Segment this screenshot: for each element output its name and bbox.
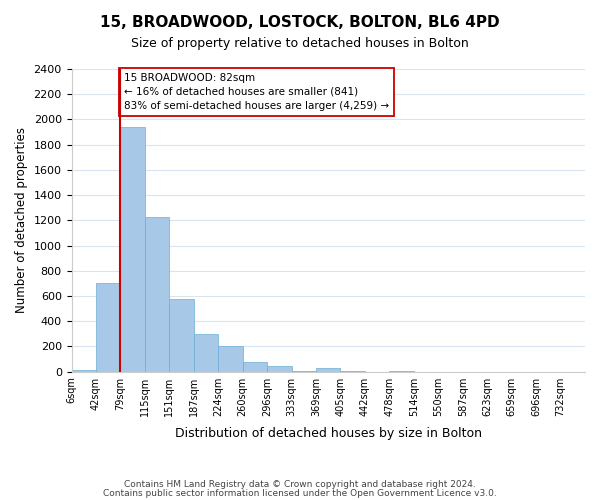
Bar xyxy=(267,366,292,372)
Bar xyxy=(96,284,121,372)
Y-axis label: Number of detached properties: Number of detached properties xyxy=(15,128,28,314)
Text: 15 BROADWOOD: 82sqm
← 16% of detached houses are smaller (841)
83% of semi-detac: 15 BROADWOOD: 82sqm ← 16% of detached ho… xyxy=(124,73,389,111)
Bar xyxy=(218,346,242,372)
Bar xyxy=(145,216,169,372)
Bar xyxy=(169,299,194,372)
Bar xyxy=(121,127,145,372)
Text: Size of property relative to detached houses in Bolton: Size of property relative to detached ho… xyxy=(131,38,469,51)
Bar xyxy=(292,371,316,372)
Text: Contains public sector information licensed under the Open Government Licence v3: Contains public sector information licen… xyxy=(103,489,497,498)
Bar xyxy=(242,362,267,372)
Bar xyxy=(389,371,414,372)
Text: 15, BROADWOOD, LOSTOCK, BOLTON, BL6 4PD: 15, BROADWOOD, LOSTOCK, BOLTON, BL6 4PD xyxy=(100,15,500,30)
Bar xyxy=(316,368,340,372)
Text: Contains HM Land Registry data © Crown copyright and database right 2024.: Contains HM Land Registry data © Crown c… xyxy=(124,480,476,489)
Bar xyxy=(340,371,365,372)
Bar xyxy=(71,370,96,372)
X-axis label: Distribution of detached houses by size in Bolton: Distribution of detached houses by size … xyxy=(175,427,482,440)
Bar xyxy=(194,334,218,372)
